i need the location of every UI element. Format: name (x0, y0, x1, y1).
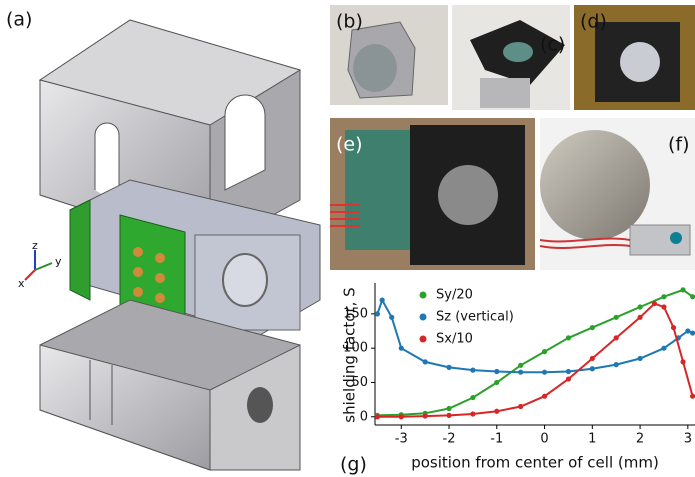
photo-c (452, 5, 570, 110)
point (685, 328, 690, 333)
axis-label: y (55, 255, 62, 268)
point (690, 394, 695, 399)
point (446, 365, 451, 370)
y-tick-label: 50 (351, 375, 368, 390)
point (590, 356, 595, 361)
x-tick-label: 0 (540, 432, 548, 447)
point (690, 330, 695, 335)
point (446, 406, 451, 411)
panel-label: (a) (6, 9, 32, 31)
point (446, 413, 451, 418)
point (389, 315, 394, 320)
point (690, 294, 695, 299)
legend-marker (420, 336, 427, 343)
x-tick-label: 3 (684, 432, 692, 447)
point (637, 315, 642, 320)
point (518, 370, 523, 375)
legend-label: Sx/10 (436, 332, 473, 347)
legend-marker (420, 314, 427, 321)
point (566, 369, 571, 374)
series-line (377, 290, 692, 416)
point (637, 304, 642, 309)
point (375, 311, 380, 316)
x-axis-label: position from center of cell (mm) (411, 454, 659, 472)
y-tick-label: 150 (343, 306, 368, 321)
point (661, 294, 666, 299)
point (380, 298, 385, 303)
legend-label: Sy/20 (436, 288, 473, 303)
point (542, 370, 547, 375)
point (614, 362, 619, 367)
legend-label: Sz (vertical) (436, 310, 514, 325)
x-tick-label: -2 (443, 432, 456, 447)
x-tick-label: 1 (588, 432, 596, 447)
x-tick-label: 2 (636, 432, 644, 447)
point (494, 409, 499, 414)
point (399, 414, 404, 419)
panel-label: (g) (340, 454, 367, 476)
legend-marker (420, 292, 427, 299)
point (680, 359, 685, 364)
point (590, 325, 595, 330)
y-tick-label: 100 (343, 341, 368, 356)
point (566, 335, 571, 340)
point (399, 346, 404, 351)
chart: (g) position from center of cell (mm) sh… (340, 283, 695, 476)
point (518, 363, 523, 368)
point (652, 301, 657, 306)
point (423, 359, 428, 364)
panel-label: (b) (336, 11, 363, 33)
point (661, 304, 666, 309)
point (542, 394, 547, 399)
panel-label: (f) (668, 134, 690, 156)
point (680, 287, 685, 292)
panel-label: (d) (580, 11, 607, 33)
point (614, 315, 619, 320)
point (375, 414, 380, 419)
y-tick-label: 0 (360, 409, 368, 424)
figure: (a) z y x (b) (c) (d) (e) (f) (g) p (0, 0, 695, 477)
point (590, 366, 595, 371)
point (671, 325, 676, 330)
point (470, 368, 475, 373)
cad-drawing (25, 20, 320, 470)
point (661, 346, 666, 351)
axis-label: x (18, 277, 25, 290)
point (518, 404, 523, 409)
point (470, 411, 475, 416)
x-tick-label: -3 (395, 432, 408, 447)
point (494, 369, 499, 374)
x-tick-label: -1 (490, 432, 503, 447)
axis-label: z (32, 239, 38, 252)
point (470, 395, 475, 400)
point (542, 349, 547, 354)
point (494, 380, 499, 385)
panel-label: (c) (540, 34, 565, 56)
point (566, 376, 571, 381)
point (423, 413, 428, 418)
panel-label: (e) (336, 134, 363, 156)
point (637, 356, 642, 361)
point (614, 335, 619, 340)
